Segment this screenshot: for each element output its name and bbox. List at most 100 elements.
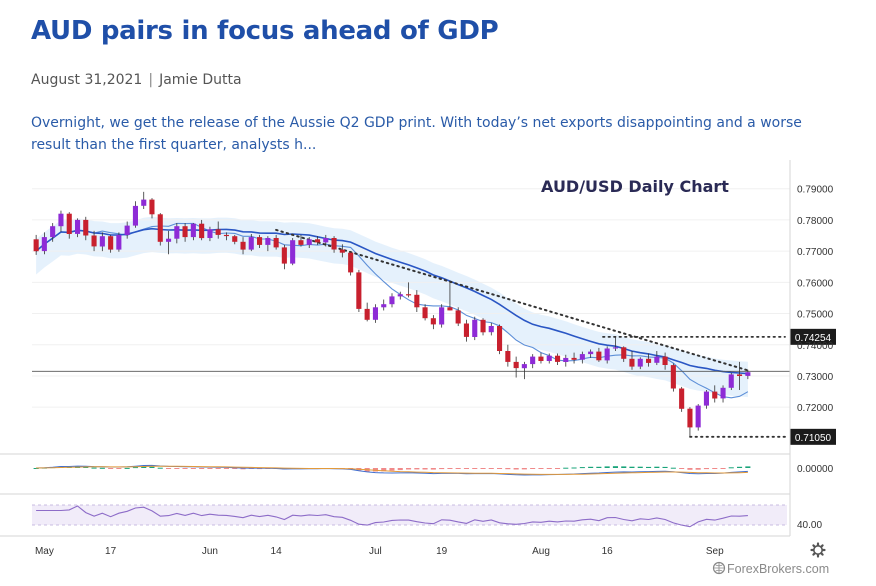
gear-icon[interactable] [810,542,826,558]
candle [546,355,552,361]
x-tick-label: Jun [202,546,218,557]
macd-bar [588,466,594,468]
candle [588,351,594,355]
macd-bar [654,466,660,468]
y-tick-label: 0.77000 [797,247,834,258]
candle [455,310,461,324]
candle [745,372,751,376]
level-label: 0.71050 [795,433,832,444]
macd-bar [232,468,238,469]
candle [497,326,503,351]
candle [381,304,387,308]
x-tick-label: 14 [271,546,283,557]
macd-bar [513,468,519,470]
macd-bar [223,468,229,469]
candle [240,241,246,250]
price-chart[interactable]: 0.74254 0.71050 0.79000 0.78000 0.77000 0.760… [0,160,876,586]
macd-bar [215,468,221,469]
rsi-axis-label: 40.00 [797,520,822,531]
price-axis: 0.74254 0.71050 0.79000 0.78000 0.77000 0.760… [789,160,836,536]
candle [439,307,445,325]
macd-bar [505,468,511,470]
article-summary: Overnight, we get the release of the Aus… [31,115,802,153]
candle [124,225,130,235]
chart-title: AUD/USD Daily Chart [541,177,729,196]
candle [331,238,337,250]
rsi-line [36,505,748,528]
macd-bar [91,467,97,469]
candle [414,294,420,308]
level-tag [790,328,836,345]
x-tick-label: Jul [369,546,382,557]
candle [58,213,64,227]
candle [505,351,511,362]
byline: August 31,2021 | Jamie Dutta [31,72,242,88]
macd-bar [33,468,39,469]
macd-bar [455,468,461,469]
candle [472,319,478,337]
candle [679,388,685,409]
candle [157,214,163,242]
macd-bar [629,466,635,468]
candle [364,308,370,320]
macd-bar [612,466,618,468]
macd-bar [604,466,610,468]
rsi-band [32,505,787,525]
candle [66,213,72,234]
macd-panel: 0.00000 [0,453,834,495]
candle [207,229,213,238]
candle [579,354,585,360]
macd-bar [737,466,743,468]
macd-bar [621,466,627,468]
article-author[interactable]: Jamie Dutta [159,72,242,88]
macd-bar [447,468,453,469]
macd-bar [207,468,213,469]
macd-bar [637,466,643,468]
y-tick-label: 0.76000 [797,278,834,289]
candle [662,356,668,365]
time-axis: May 17 Jun 14 Jul 19 Aug 16 Sep [35,546,724,557]
trendline [275,228,749,372]
candle [463,323,469,337]
chart-svg[interactable]: 0.74254 0.71050 0.79000 0.78000 0.77000 0.760… [0,160,876,586]
candle [116,234,122,250]
macd-bar [703,468,709,470]
macd-bar [190,468,196,469]
candle [273,238,279,248]
macd-bar [712,468,718,469]
macd-bar [646,466,652,468]
x-tick-label: Aug [532,546,550,557]
candle [646,358,652,363]
candle [687,408,693,428]
macd-bar [463,468,469,469]
x-tick-label: 19 [436,546,448,557]
macd-bar [439,468,445,470]
candle [323,238,329,243]
y-tick-label: 0.72000 [797,403,834,414]
macd-bar [728,467,734,469]
macd-bar [372,468,378,472]
macd-bar [240,468,246,470]
candle [530,356,536,365]
y-tick-label: 0.75000 [797,310,834,321]
macd-bar [149,466,155,468]
macd-bar [157,467,163,469]
candle [75,219,81,234]
candle [33,239,39,252]
y-tick-label: 0.78000 [797,216,834,227]
macd-bar [199,468,205,469]
rsi-panel: 40.00 [0,504,822,537]
macd-axis-label: 0.00000 [797,464,834,475]
candle [182,226,188,238]
candle [513,361,519,369]
candle [670,365,676,389]
candle [447,307,453,311]
candle [621,347,627,359]
candle [306,239,312,245]
article-title[interactable]: AUD pairs in focus ahead of GDP [31,16,499,46]
band-area [36,216,748,398]
candle [356,272,362,309]
macd-bar [83,467,89,468]
level-tag [790,428,836,445]
candle [397,294,403,297]
